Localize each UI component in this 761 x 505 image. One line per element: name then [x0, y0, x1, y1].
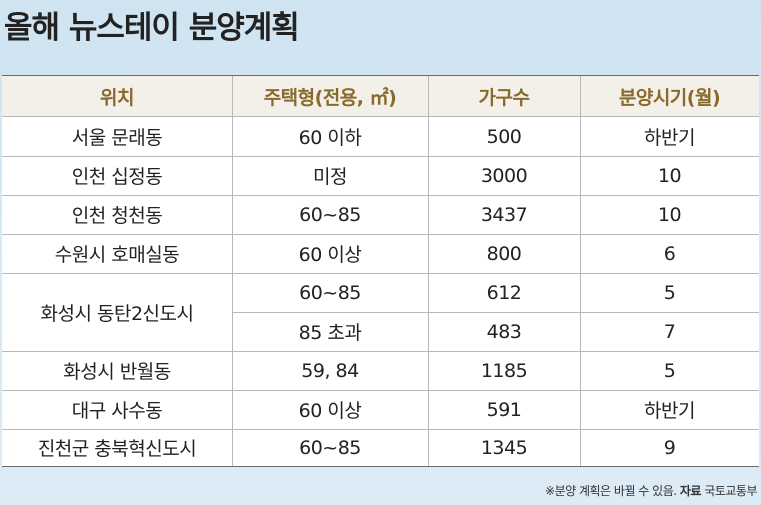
cell-location: 화성시 동탄2신도시 [40, 302, 194, 325]
footnote: ※분양 계획은 바뀔 수 있음. 자료 국토교통부 [545, 482, 757, 499]
row-divider [2, 429, 759, 430]
cell-housing-type: 60~85 [299, 281, 361, 304]
cell-sale-month: 7 [663, 320, 676, 343]
footnote-source: 국토교통부 [704, 484, 757, 498]
header-housing-type: 주택형(전용, ㎡) [263, 86, 397, 109]
cell-housing-type: 60 이상 [298, 400, 362, 422]
column-divider [428, 76, 429, 466]
cell-housing-type: 85 초과 [298, 322, 362, 344]
cell-location: 화성시 반월동 [63, 361, 171, 383]
cell-location: 수원시 호매실동 [54, 244, 180, 266]
cell-units: 612 [486, 281, 522, 304]
row-divider [232, 312, 759, 313]
row-divider [2, 273, 759, 274]
sales-plan-table: 위치 주택형(전용, ㎡) 가구수 분양시기(월) 서울 문래동 60 이하 5… [2, 75, 759, 467]
cell-units: 3437 [480, 203, 528, 226]
cell-sale-month: 6 [663, 242, 676, 265]
cell-sale-month: 하반기 [644, 127, 695, 149]
table-header-row: 위치 주택형(전용, ㎡) 가구수 분양시기(월) [2, 76, 759, 117]
cell-location: 인천 십정동 [71, 166, 163, 188]
row-divider [2, 195, 759, 196]
cell-housing-type: 60~85 [299, 203, 361, 226]
cell-units: 483 [486, 320, 522, 343]
cell-location: 대구 사수동 [71, 400, 163, 422]
header-sale-month: 분양시기(월) [618, 86, 721, 109]
row-divider [2, 234, 759, 235]
cell-sale-month: 10 [657, 203, 682, 226]
cell-sale-month: 9 [663, 436, 676, 459]
column-divider [232, 76, 233, 466]
cell-housing-type: 60 이상 [298, 244, 362, 266]
cell-location: 진천군 충북혁신도시 [37, 438, 197, 460]
cell-units: 3000 [480, 164, 528, 187]
cell-housing-type: 60~85 [299, 436, 361, 459]
cell-housing-type: 60 이하 [298, 127, 362, 149]
cell-units: 1345 [480, 436, 528, 459]
cell-units: 1185 [480, 359, 528, 382]
cell-units: 591 [486, 398, 522, 421]
cell-units: 500 [486, 125, 522, 148]
footnote-text: ※분양 계획은 바뀔 수 있음. [545, 484, 677, 498]
row-divider [2, 351, 759, 352]
page-title: 올해 뉴스테이 분양계획 [4, 10, 300, 46]
cell-location: 서울 문래동 [71, 127, 163, 149]
cell-sale-month: 5 [663, 281, 676, 304]
footnote-source-label: 자료 [679, 484, 702, 498]
cell-housing-type: 59, 84 [301, 359, 359, 382]
cell-sale-month: 5 [663, 359, 676, 382]
cell-units: 800 [486, 242, 522, 265]
row-divider [2, 390, 759, 391]
header-location: 위치 [100, 86, 134, 109]
cell-sale-month: 10 [657, 164, 682, 187]
cell-location: 인천 청천동 [71, 205, 163, 227]
row-divider [2, 156, 759, 157]
cell-housing-type: 미정 [313, 166, 347, 188]
header-units: 가구수 [478, 86, 530, 109]
cell-sale-month: 하반기 [644, 400, 695, 422]
column-divider [580, 76, 581, 466]
